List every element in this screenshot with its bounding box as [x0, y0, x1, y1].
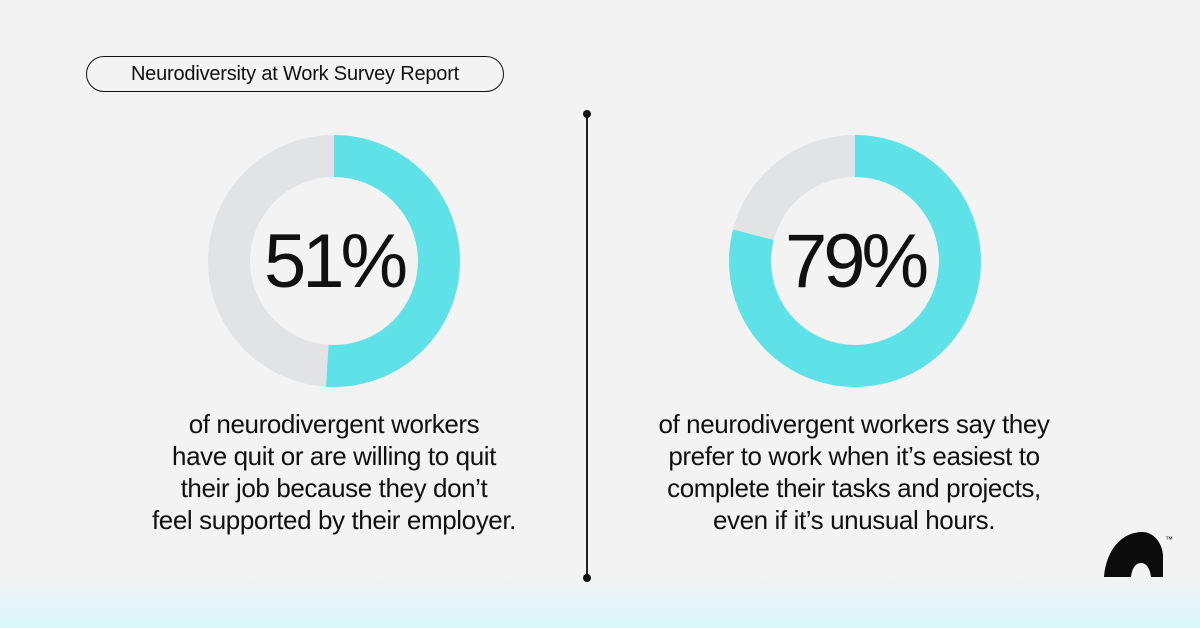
divider-bottom-dot — [583, 574, 591, 582]
donut-left-value-arc — [208, 135, 460, 387]
caption-left: of neurodivergent workers have quit or a… — [94, 408, 574, 536]
caption-right-line-4: even if it’s unusual hours. — [712, 505, 996, 535]
donut-right-value-label: 79% — [784, 218, 929, 304]
brand-logo-icon: ™ — [1104, 528, 1174, 580]
donut-chart-left: 51% — [208, 135, 460, 387]
caption-left-line-2: have quit or are willing to quit — [172, 441, 496, 471]
report-title: Neurodiversity at Work Survey Report — [130, 62, 460, 85]
caption-right-line-2: prefer to work when it’s easiest to — [668, 441, 1040, 471]
donut-chart-right-svg — [729, 135, 981, 387]
caption-right: of neurodivergent workers say they prefe… — [614, 408, 1094, 536]
caption-right-line-1: of neurodivergent workers say they — [658, 409, 1050, 439]
caption-left-line-4: feel supported by their employer. — [151, 505, 517, 535]
donut-chart-left-svg — [208, 135, 460, 387]
donut-left-value-label: 51% — [263, 218, 408, 304]
divider-top-dot — [583, 110, 591, 118]
caption-left-line-3: their job because they don’t — [180, 473, 488, 503]
donut-right-value-arc — [729, 135, 981, 387]
bottom-gradient — [0, 578, 1200, 628]
caption-left-line-1: of neurodivergent workers — [188, 409, 480, 439]
brand-logo-svg: ™ — [1104, 532, 1173, 577]
report-title-pill: Neurodiversity at Work Survey Report — [86, 56, 504, 92]
divider-line — [586, 114, 588, 578]
caption-right-line-3: complete their tasks and projects, — [667, 473, 1041, 503]
trademark-mark: ™ — [1165, 535, 1173, 544]
donut-chart-right: 79% — [729, 135, 981, 387]
center-divider — [583, 110, 591, 582]
